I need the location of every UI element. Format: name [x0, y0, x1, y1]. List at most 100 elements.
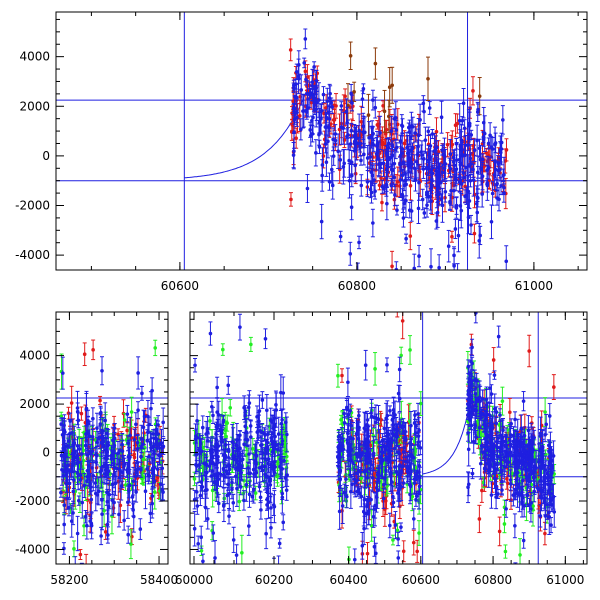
- bottom-blue-point: [128, 433, 132, 438]
- top-blue-point: [359, 183, 364, 188]
- top-blue-point: [361, 86, 366, 91]
- bottom-blue-point: [161, 444, 166, 449]
- bottom-blue-point: [274, 402, 278, 407]
- bottom-blue-point: [142, 414, 147, 419]
- top-blue-point: [344, 109, 349, 114]
- top-blue-point: [492, 173, 497, 177]
- top-blue-point: [432, 149, 437, 153]
- top-blue-point: [452, 253, 456, 258]
- top-blue-point: [390, 168, 395, 173]
- bottom-blue-point: [95, 426, 99, 430]
- bottom-blue-point: [148, 441, 153, 446]
- bottom-green-point: [108, 471, 112, 476]
- top-red-point: [471, 89, 475, 93]
- bottom-green-point: [59, 414, 64, 419]
- bottom-green-point: [152, 490, 157, 494]
- top-red-point: [289, 197, 293, 202]
- top-red-point: [395, 122, 400, 127]
- top-panel-frame: [55, 11, 588, 271]
- top-blue-point: [396, 306, 400, 310]
- top-red-point: [332, 118, 337, 122]
- top-darkred-point: [387, 85, 392, 89]
- top-blue-point: [302, 61, 307, 65]
- top-blue-point: [376, 157, 381, 161]
- top-blue-point: [394, 267, 399, 270]
- bottom-blue-point: [151, 432, 155, 436]
- top-blue-point: [299, 88, 304, 92]
- bottom-blue-point: [88, 434, 92, 439]
- top-blue-point: [345, 120, 350, 125]
- bottom-blue-point: [71, 457, 75, 462]
- bottom-blue-point: [126, 500, 130, 505]
- bottom-green-point: [72, 547, 76, 551]
- top-blue-point: [416, 133, 421, 138]
- top-blue-point: [307, 91, 312, 96]
- bottom-blue-point: [101, 464, 105, 469]
- top-blue-point: [395, 208, 399, 212]
- top-red-point: [402, 165, 407, 169]
- bottom-blue-point: [75, 531, 80, 536]
- top-blue-point: [453, 175, 458, 180]
- top-blue-point: [454, 206, 459, 210]
- bottom-green-point: [81, 448, 86, 453]
- bottom-red-point: [118, 503, 123, 508]
- bottom-blue-point: [122, 462, 127, 466]
- top-blue-point: [454, 158, 459, 162]
- bottom-blue-point: [117, 512, 121, 517]
- bottom-blue-point: [151, 444, 156, 448]
- top-red-point: [434, 129, 439, 134]
- bottom-blue-point: [62, 503, 67, 507]
- top-blue-point: [446, 244, 451, 248]
- top-blue-point: [461, 101, 466, 105]
- top-darkred-point: [382, 109, 387, 114]
- top-blue-point: [398, 139, 403, 143]
- bottom-blue-point: [105, 456, 109, 461]
- bottom-blue-point: [84, 406, 89, 411]
- bottom-blue-point: [161, 490, 165, 494]
- top-blue-point: [457, 118, 462, 123]
- top-blue-point: [314, 151, 318, 155]
- top-blue-point: [464, 165, 468, 170]
- top-blue-point: [439, 115, 444, 120]
- bottom-blue-point: [235, 594, 239, 598]
- top-blue-point: [401, 216, 406, 220]
- bottom-red-point: [132, 452, 136, 457]
- bottom-blue-point: [120, 442, 125, 447]
- top-blue-point: [429, 264, 433, 269]
- bottom-blue-point: [276, 432, 281, 436]
- top-blue-point: [466, 143, 471, 147]
- top-blue-point: [393, 147, 398, 152]
- top-blue-point: [462, 126, 467, 131]
- top-blue-point: [311, 115, 315, 120]
- bottom-red-point: [69, 401, 74, 405]
- bottom-blue-point: [215, 385, 219, 390]
- bottom-blue-point: [283, 476, 288, 480]
- top-blue-point: [501, 118, 505, 122]
- top-blue-point: [390, 153, 395, 157]
- bottom-blue-point: [85, 438, 89, 443]
- top-blue-point: [365, 180, 370, 184]
- top-blue-point: [330, 105, 334, 109]
- bottom-green-point: [240, 550, 244, 555]
- bottom-blue-point: [76, 472, 80, 477]
- bottom-blue-point: [71, 489, 76, 494]
- top-blue-point: [499, 140, 504, 145]
- bottom-blue-point: [150, 468, 155, 473]
- top-blue-point: [400, 147, 405, 151]
- bottom-blue-point: [95, 493, 100, 497]
- top-red-point: [402, 141, 407, 146]
- top-blue-point: [474, 201, 479, 206]
- top-blue-point: [308, 128, 313, 132]
- top-blue-point: [472, 148, 477, 153]
- top-ytick-label: -4000: [15, 248, 50, 262]
- bottom-blue-point: [106, 440, 110, 445]
- top-blue-point: [442, 166, 447, 170]
- top-blue-point: [476, 170, 480, 175]
- bottom-blue-point: [91, 473, 96, 478]
- bottom-blue-point: [93, 452, 98, 457]
- bottom-red-point: [98, 398, 102, 403]
- top-blue-point: [362, 152, 366, 157]
- bottom-blue-point: [146, 473, 151, 477]
- bottom-red-point: [142, 431, 146, 435]
